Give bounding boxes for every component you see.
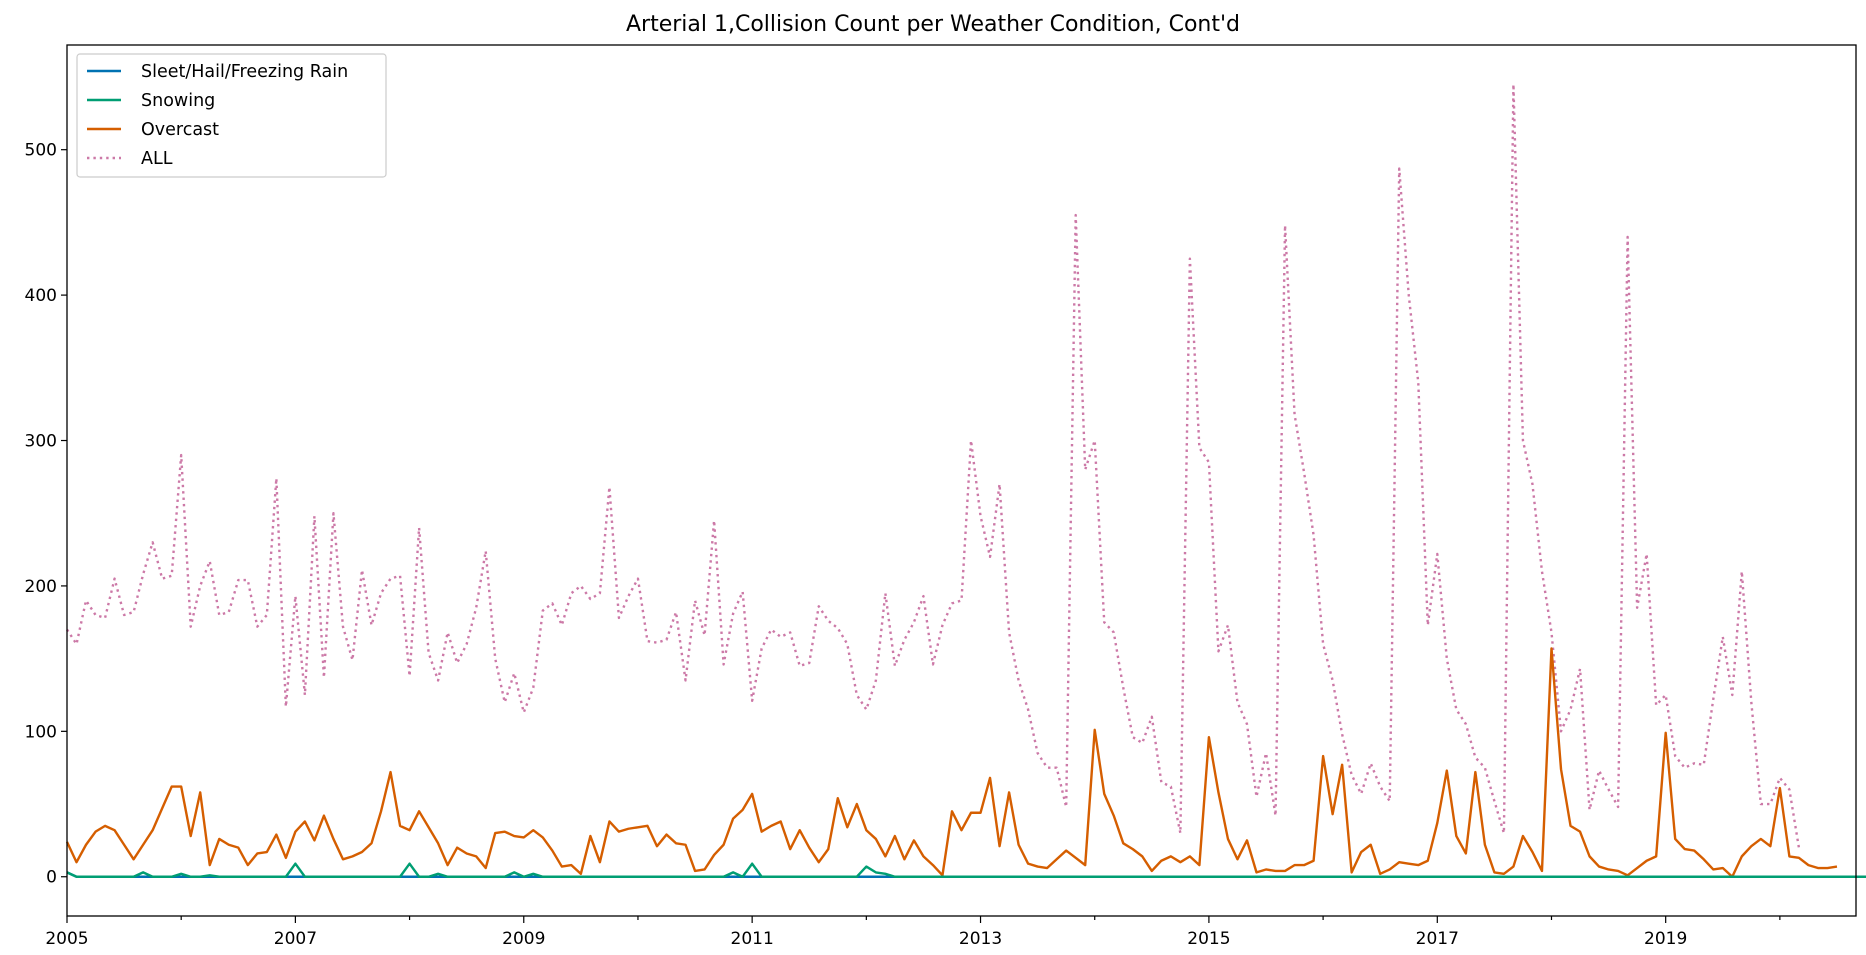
- x-tick-label: 2015: [1187, 929, 1230, 949]
- x-tick-label: 2013: [959, 929, 1002, 949]
- series-line-overcast: [65, 647, 1838, 878]
- x-tick-label: 2011: [731, 929, 774, 949]
- y-tick-label: 0: [46, 868, 57, 888]
- legend-label: ALL: [141, 149, 173, 169]
- legend-label: Sleet/Hail/Freezing Rain: [141, 62, 348, 82]
- chart-title: Arterial 1,Collision Count per Weather C…: [626, 12, 1240, 37]
- x-tick-label: 2007: [274, 929, 317, 949]
- legend-label: Overcast: [141, 120, 219, 140]
- series-line-snowing: [66, 862, 1866, 878]
- y-tick-label: 200: [25, 577, 57, 597]
- y-tick-label: 500: [25, 141, 57, 161]
- x-tick-label: 2019: [1644, 929, 1687, 949]
- y-tick-label: 400: [25, 286, 57, 306]
- plot-frame: [66, 44, 1857, 917]
- y-tick-label: 100: [25, 722, 57, 742]
- legend-label: Snowing: [141, 91, 215, 111]
- series-layer: [65, 83, 1866, 878]
- x-tick-label: 2005: [45, 929, 88, 949]
- axes-layer: 0 100 200 300 400 500 2005 2007 2009 2011 2013 2015…: [25, 141, 1781, 949]
- legend: Sleet/Hail/Freezing Rain Snowing Overcast A…: [76, 53, 387, 178]
- legend-box: [76, 53, 387, 178]
- y-tick-label: 300: [25, 432, 57, 452]
- series-line-all: [65, 83, 1801, 848]
- x-tick-label: 2009: [502, 929, 545, 949]
- x-tick-label: 2017: [1416, 929, 1459, 949]
